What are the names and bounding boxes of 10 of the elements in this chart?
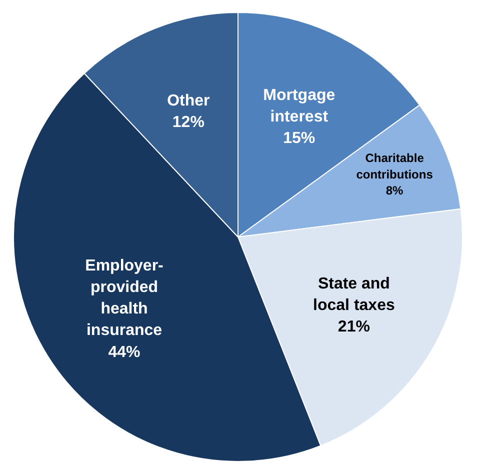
data-label: 21% <box>338 318 370 336</box>
data-label: 8% <box>386 184 404 198</box>
slice-label: Other <box>167 92 210 110</box>
data-label: 15% <box>283 130 316 147</box>
slice-label: Charitable contributions <box>356 151 434 182</box>
data-label: 12% <box>172 114 204 131</box>
slice-label: Mortgage interest <box>263 86 336 126</box>
data-label: 44% <box>108 344 140 361</box>
slice-label: State and local taxes <box>313 275 395 314</box>
slice-label: Employer-provided health insurance <box>85 257 164 340</box>
